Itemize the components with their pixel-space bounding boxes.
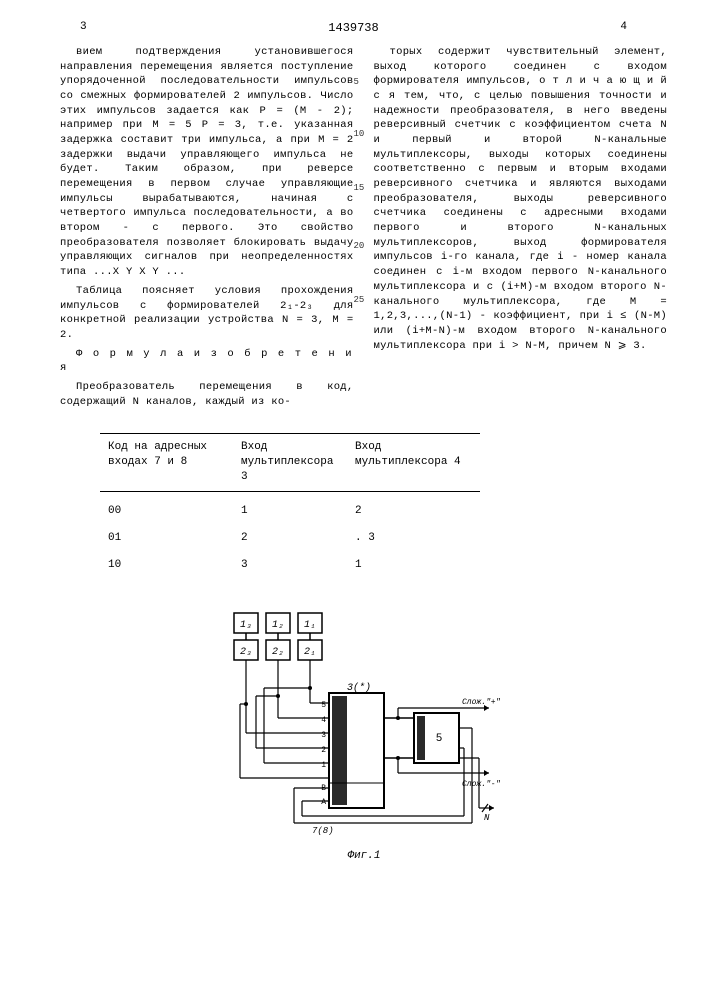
sensor-block-1-2: 1₂ xyxy=(266,613,290,633)
svg-text:4: 4 xyxy=(321,716,326,725)
left-para-2: Таблица поясняет условия прохождения имп… xyxy=(60,284,354,343)
svg-text:2₃: 2₃ xyxy=(239,647,251,658)
table-col-3: Вход мультиплексора 4 xyxy=(347,434,480,492)
table-header-row: Код на адресных входах 7 и 8 Вход мульти… xyxy=(100,434,480,492)
svg-text:2: 2 xyxy=(321,746,326,755)
svg-text:A: A xyxy=(321,798,326,807)
table-row: 10 3 1 xyxy=(100,552,480,579)
svg-text:2₂: 2₂ xyxy=(271,647,283,658)
svg-text:1₁: 1₁ xyxy=(303,620,315,631)
figure-caption: Фиг.1 xyxy=(347,850,380,862)
svg-text:3: 3 xyxy=(321,731,326,740)
svg-text:1₂: 1₂ xyxy=(271,620,283,631)
table-row: 00 1 2 xyxy=(100,491,480,524)
svg-text:1: 1 xyxy=(321,761,326,770)
formula-title: Ф о р м у л а и з о б р е т е н и я xyxy=(60,347,354,376)
page-number-left: 3 xyxy=(80,20,87,35)
former-block-2-2: 2₂ xyxy=(266,640,290,660)
left-column: вием подтверждения установившегося напра… xyxy=(60,45,354,414)
table-col-2: Вход мультиплексора 3 xyxy=(233,434,347,492)
former-block-2-3: 2₃ xyxy=(234,640,258,660)
svg-text:5: 5 xyxy=(321,701,326,710)
left-para-1: вием подтверждения установившегося напра… xyxy=(60,45,354,280)
sensor-block-1-1: 1₁ xyxy=(298,613,322,633)
right-para-1: торых содержит чувствительный элемент, в… xyxy=(374,45,668,353)
data-table: Код на адресных входах 7 и 8 Вход мульти… xyxy=(100,433,480,578)
svg-text:1₃: 1₃ xyxy=(239,620,251,631)
sensor-block-1-3: 1₃ xyxy=(234,613,258,633)
right-column: торых содержит чувствительный элемент, в… xyxy=(374,45,668,414)
circuit-diagram: 1₃ 1₂ 1₁ 2₃ 2₂ xyxy=(214,608,514,868)
counter-label: 5 xyxy=(435,733,442,745)
former-block-2-1: 2₁ xyxy=(298,640,322,660)
svg-text:2₁: 2₁ xyxy=(303,647,315,658)
left-para-3: Преобразователь перемещения в код, содер… xyxy=(60,380,354,409)
patent-number: 1439738 xyxy=(328,20,378,36)
output-plus-label: Слож."+" xyxy=(462,698,501,707)
page-number-right: 4 xyxy=(620,20,627,35)
table-col-1: Код на адресных входах 7 и 8 xyxy=(100,434,233,492)
table-row: 01 2 . 3 xyxy=(100,525,480,552)
mux-label: 3(*) xyxy=(346,682,370,694)
output-minus-label: Слож."-" xyxy=(462,780,501,789)
output-n-label: N xyxy=(484,813,490,823)
second-mux-label: 7(8) xyxy=(312,826,334,836)
